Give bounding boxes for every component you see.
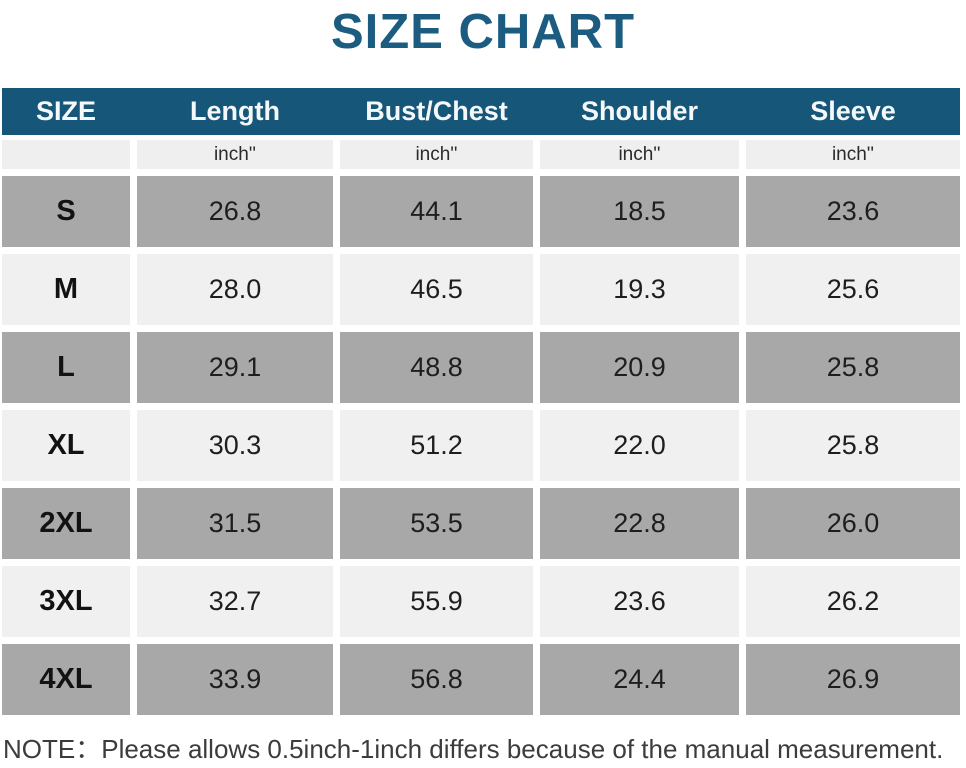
sleeve-value: 25.8 [746,332,960,403]
table-row-m: M 28.0 46.5 19.3 25.6 [2,254,960,325]
bust-value: 56.8 [340,644,533,715]
unit-cell-bust: inch'' [340,140,533,169]
unit-cell-empty [2,140,130,169]
bust-value: 55.9 [340,566,533,637]
unit-cell-length: inch'' [137,140,333,169]
shoulder-value: 23.6 [540,566,739,637]
sleeve-value: 26.2 [746,566,960,637]
size-label: S [2,176,130,247]
length-value: 26.8 [137,176,333,247]
bust-value: 51.2 [340,410,533,481]
unit-cell-shoulder: inch'' [540,140,739,169]
size-label: XL [2,410,130,481]
table-row-3xl: 3XL 32.7 55.9 23.6 26.2 [2,566,960,637]
table-row-s: S 26.8 44.1 18.5 23.6 [2,176,960,247]
size-label: 3XL [2,566,130,637]
sleeve-value: 26.9 [746,644,960,715]
size-label: 4XL [2,644,130,715]
size-table: SIZE Length Bust/Chest Shoulder Sleeve i… [2,88,960,715]
table-header-row: SIZE Length Bust/Chest Shoulder Sleeve [2,88,960,135]
sleeve-value: 25.6 [746,254,960,325]
size-label: L [2,332,130,403]
sleeve-value: 25.8 [746,410,960,481]
table-row-4xl: 4XL 33.9 56.8 24.4 26.9 [2,644,960,715]
bust-value: 44.1 [340,176,533,247]
column-header-length: Length [190,96,280,126]
column-header-bust: Bust/Chest [365,96,508,126]
shoulder-value: 19.3 [540,254,739,325]
column-header-size: SIZE [35,96,96,126]
sleeve-value: 26.0 [746,488,960,559]
length-value: 29.1 [137,332,333,403]
shoulder-value: 22.8 [540,488,739,559]
bust-value: 53.5 [340,488,533,559]
unit-row: inch'' inch'' inch'' inch'' [2,140,960,169]
length-value: 32.7 [137,566,333,637]
table-row-2xl: 2XL 31.5 53.5 22.8 26.0 [2,488,960,559]
sleeve-value: 23.6 [746,176,960,247]
bust-value: 46.5 [340,254,533,325]
size-label: 2XL [2,488,130,559]
column-header-sleeve: Sleeve [810,96,896,126]
unit-cell-sleeve: inch'' [746,140,960,169]
table-row-xl: XL 30.3 51.2 22.0 25.8 [2,410,960,481]
length-value: 31.5 [137,488,333,559]
shoulder-value: 24.4 [540,644,739,715]
column-header-shoulder: Shoulder [580,96,698,126]
length-value: 28.0 [137,254,333,325]
shoulder-value: 18.5 [540,176,739,247]
shoulder-value: 20.9 [540,332,739,403]
page-title: SIZE CHART [331,5,635,59]
length-value: 30.3 [137,410,333,481]
measurement-note: NOTE：Please allows 0.5inch-1inch differs… [3,734,944,764]
shoulder-value: 22.0 [540,410,739,481]
length-value: 33.9 [137,644,333,715]
bust-value: 48.8 [340,332,533,403]
table-row-l: L 29.1 48.8 20.9 25.8 [2,332,960,403]
size-label: M [2,254,130,325]
